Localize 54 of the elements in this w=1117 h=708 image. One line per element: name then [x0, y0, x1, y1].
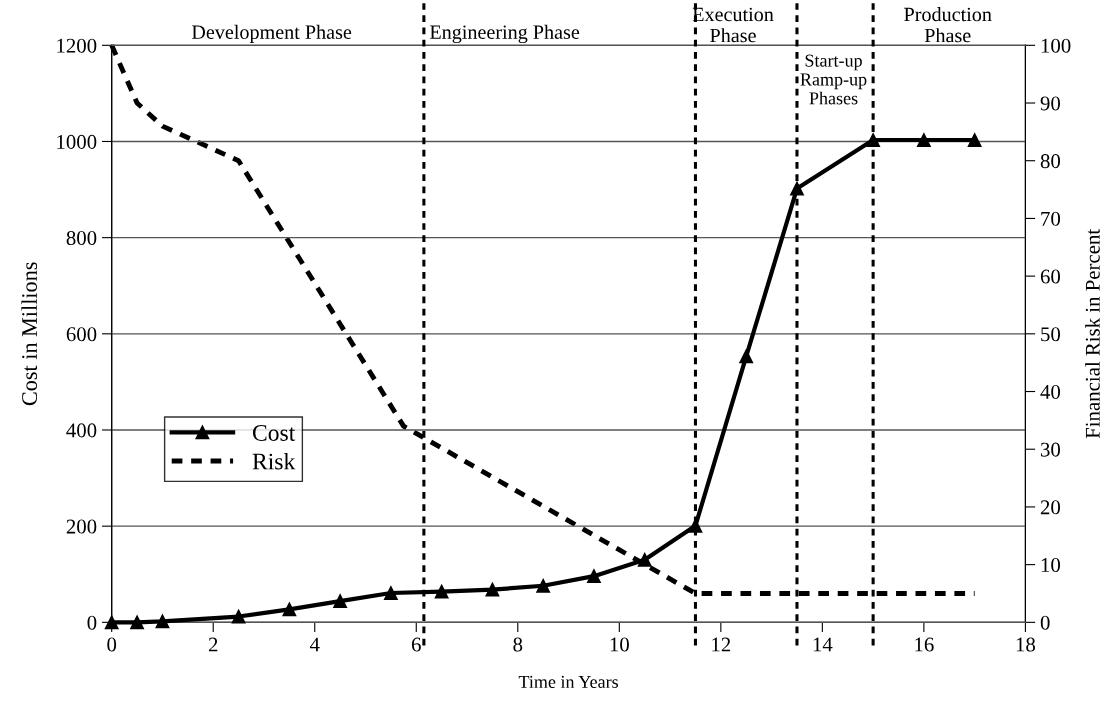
y-tick-label: 1200 [57, 38, 97, 53]
point [866, 133, 881, 147]
y2-tick-label: 90 [1040, 96, 1061, 111]
x-tick-label: 16 [915, 637, 934, 652]
annotation: Start-up Ramp-up Phases [800, 54, 867, 105]
y-tick-label: 200 [66, 519, 97, 534]
point [916, 133, 931, 147]
y2-tick-label: 60 [1040, 269, 1061, 284]
y2-tick-label: 40 [1040, 384, 1061, 399]
point [485, 582, 500, 597]
text: Engineering Phase [429, 24, 580, 44]
y2-tick-label: 100 [1041, 38, 1071, 53]
y-axis-title: Cost in Millions [21, 262, 38, 406]
point [790, 181, 804, 196]
point [434, 584, 449, 599]
point [739, 349, 754, 364]
y2-tick-label: 0 [1040, 615, 1050, 630]
x-tick-label: 2 [208, 637, 218, 652]
y2-tick-label: 50 [1041, 327, 1061, 342]
point [586, 569, 601, 584]
point [155, 614, 170, 629]
y-tick-label: 400 [66, 423, 97, 438]
point [383, 586, 398, 600]
y-tick-label: 1000 [57, 134, 97, 149]
y2-tick-label: 10 [1041, 558, 1061, 573]
text: Development Phase [191, 24, 352, 44]
y2-axis-title: Financial Risk in Percent [1085, 228, 1100, 439]
point [967, 133, 982, 147]
legend-label: Risk [252, 452, 296, 470]
y2-tick-label: 30 [1040, 442, 1061, 457]
x-tick-label: 8 [513, 637, 523, 652]
y2-tick-label: 80 [1040, 154, 1061, 169]
x-tick-label: 4 [309, 637, 320, 652]
point [130, 615, 145, 630]
y-tick-label: 600 [66, 327, 97, 342]
x-axis-title: Time in Years [518, 675, 618, 688]
x-tick-label: 12 [712, 637, 731, 652]
point [231, 609, 246, 624]
text: Execution Phase [692, 7, 774, 43]
y-tick-label: 800 [66, 231, 97, 246]
legend-label: Cost [252, 425, 296, 441]
text: Production Phase [904, 7, 992, 43]
point [282, 602, 297, 617]
point [333, 594, 348, 609]
point [637, 552, 652, 567]
x-tick-label: 6 [411, 637, 421, 652]
x-tick-label: 14 [813, 637, 833, 652]
x-tick-label: 18 [1016, 637, 1036, 652]
x-tick-label: 10 [610, 637, 629, 652]
point [536, 578, 551, 593]
y2-tick-label: 20 [1040, 500, 1061, 515]
y-tick-label: 0 [87, 615, 97, 630]
y2-tick-label: 70 [1041, 211, 1061, 226]
x-tick-label: 0 [107, 637, 117, 652]
